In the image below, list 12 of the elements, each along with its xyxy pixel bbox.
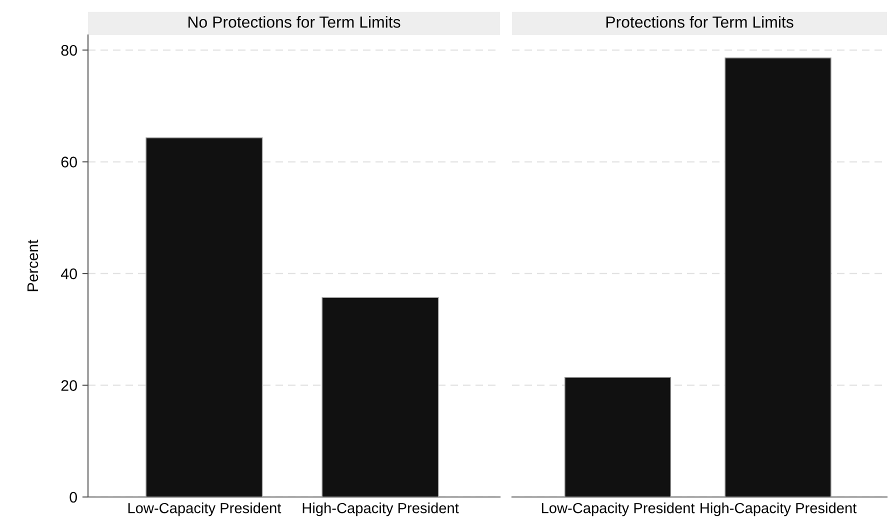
x-tick-label: Low-Capacity President xyxy=(542,502,695,516)
y-tick-label: 80 xyxy=(61,44,77,56)
x-tick-label: High-Capacity President xyxy=(700,502,857,516)
y-tick-label: 60 xyxy=(61,156,77,168)
y-axis-title: Percent xyxy=(27,240,38,292)
y-tick-label: 40 xyxy=(60,268,77,280)
x-tick-label: Low-Capacity President xyxy=(128,502,282,516)
chart-title: Protections for Term Limits xyxy=(606,16,794,28)
x-tick-label: High-Capacity President xyxy=(302,502,459,516)
y-tick-label: 20 xyxy=(61,380,77,391)
chart-title: No Protections for Term Limits xyxy=(188,16,400,28)
y-tick-label: 0 xyxy=(70,492,77,503)
